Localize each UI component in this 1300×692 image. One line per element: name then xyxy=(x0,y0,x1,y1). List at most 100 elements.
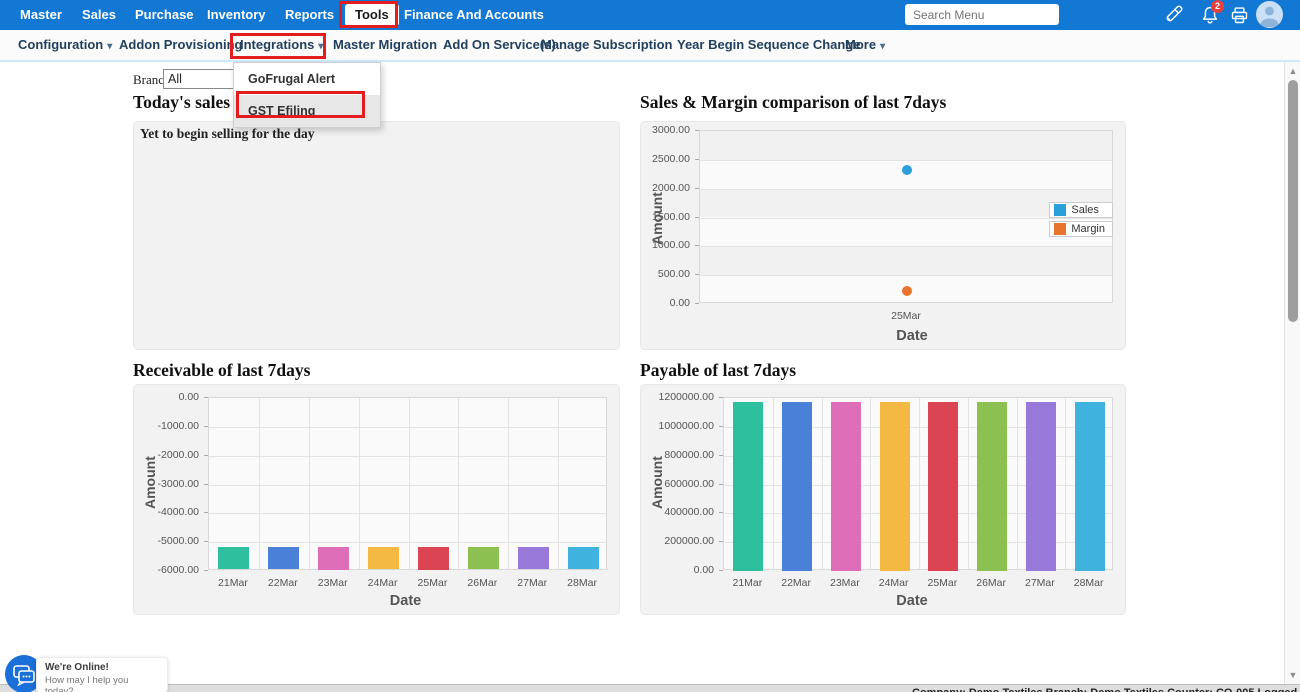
y-tick-mark xyxy=(204,426,208,427)
y-tick-mark xyxy=(719,570,723,571)
bar[interactable] xyxy=(1026,402,1056,571)
bar[interactable] xyxy=(568,547,599,569)
y-tick-mark xyxy=(695,159,699,160)
vertical-scrollbar[interactable]: ▲ ▼ xyxy=(1284,62,1300,684)
y-tick-label: 1200000.00 xyxy=(641,391,714,403)
chevron-down-icon: ▾ xyxy=(880,41,885,52)
y-tick-mark xyxy=(719,397,723,398)
x-tick-label: 23Mar xyxy=(318,577,348,589)
main-nav-bar: Master Sales Purchase Inventory Reports … xyxy=(0,0,1300,30)
x-tick-label: 26Mar xyxy=(976,577,1006,589)
todays-sales-empty-message: Yet to begin selling for the day xyxy=(140,126,315,142)
menu-item-gst-efiling[interactable]: GST Efiling xyxy=(234,95,380,127)
bar[interactable] xyxy=(418,547,449,570)
gridline xyxy=(209,485,606,486)
legend-swatch xyxy=(1054,223,1066,235)
theme-brush-icon[interactable] xyxy=(1162,4,1184,26)
bar[interactable] xyxy=(268,547,299,569)
app-root: Master Sales Purchase Inventory Reports … xyxy=(0,0,1300,692)
bar[interactable] xyxy=(468,547,499,569)
y-tick-mark xyxy=(204,397,208,398)
x-tick-label: 25Mar xyxy=(418,577,448,589)
user-avatar[interactable] xyxy=(1256,1,1283,28)
scrollbar-thumb[interactable] xyxy=(1288,80,1298,322)
subnav-item-add-on-services[interactable]: Add On Service(s) xyxy=(443,30,556,60)
legend-swatch xyxy=(1054,204,1066,216)
subnav-item-addon-provisioning[interactable]: Addon Provisioning xyxy=(119,30,243,60)
nav-item-sales[interactable]: Sales xyxy=(82,0,116,30)
scroll-up-arrow-icon[interactable]: ▲ xyxy=(1285,66,1300,76)
bar[interactable] xyxy=(977,402,1007,571)
chat-tooltip[interactable]: We're Online! How may I help you today? xyxy=(36,657,168,692)
gridline xyxy=(209,456,606,457)
x-axis-label: Date xyxy=(711,328,1113,344)
bar[interactable] xyxy=(318,547,349,570)
x-tick-label: 22Mar xyxy=(268,577,298,589)
subnav-item-configuration[interactable]: Configuration▾ xyxy=(18,30,112,60)
y-tick-label: -4000.00 xyxy=(134,506,199,518)
x-tick-label: 24Mar xyxy=(879,577,909,589)
x-tick-label: 22Mar xyxy=(781,577,811,589)
nav-item-tools[interactable]: Tools xyxy=(345,4,399,26)
y-tick-label: 2500.00 xyxy=(641,153,690,165)
subnav-item-more[interactable]: More▾ xyxy=(845,30,885,60)
legend-item[interactable]: Margin xyxy=(1049,221,1113,237)
y-tick-mark xyxy=(204,455,208,456)
y-tick-mark xyxy=(204,512,208,513)
x-tick-label: 21Mar xyxy=(732,577,762,589)
bar[interactable] xyxy=(733,402,763,571)
nav-item-purchase[interactable]: Purchase xyxy=(135,0,194,30)
x-tick-label: 28Mar xyxy=(1074,577,1104,589)
bar[interactable] xyxy=(880,402,910,571)
y-tick-label: 600000.00 xyxy=(641,478,714,490)
scatter-point[interactable] xyxy=(902,286,912,296)
y-tick-label: 3000.00 xyxy=(641,124,690,136)
gridline xyxy=(458,398,459,569)
subnav-item-integrations[interactable]: Integrations▾ xyxy=(240,30,323,60)
gridline xyxy=(1017,398,1018,569)
gridline xyxy=(558,398,559,569)
bar[interactable] xyxy=(831,402,861,571)
status-bar: Company: Demo Textiles Branch: Demo Text… xyxy=(0,684,1300,692)
nav-item-finance-and-accounts[interactable]: Finance And Accounts xyxy=(404,0,544,30)
menu-item-gofrugal-alert[interactable]: GoFrugal Alert xyxy=(234,63,380,95)
nav-item-inventory[interactable]: Inventory xyxy=(207,0,266,30)
bar[interactable] xyxy=(928,402,958,571)
y-tick-mark xyxy=(719,455,723,456)
receivable-chart: Amount Date 0.00-1000.00-2000.00-3000.00… xyxy=(133,384,620,615)
bar[interactable] xyxy=(782,402,812,571)
legend-label: Sales xyxy=(1071,204,1099,216)
gridline xyxy=(209,542,606,543)
y-tick-label: -1000.00 xyxy=(134,420,199,432)
subnav-item-master-migration[interactable]: Master Migration xyxy=(333,30,437,60)
payable-chart-title: Payable of last 7days xyxy=(640,360,796,381)
receivable-chart-title: Receivable of last 7days xyxy=(133,360,310,381)
subnav-item-year-begin-sequence-change[interactable]: Year Begin Sequence Change xyxy=(677,30,861,60)
y-tick-mark xyxy=(695,245,699,246)
y-tick-label: 800000.00 xyxy=(641,449,714,461)
x-tick-label: 26Mar xyxy=(467,577,497,589)
payable-chart: Amount Date 1200000.001000000.00800000.0… xyxy=(640,384,1126,615)
y-tick-label: 0.00 xyxy=(641,564,714,576)
y-tick-mark xyxy=(204,541,208,542)
subnav-item-manage-subscription[interactable]: Manage Subscription xyxy=(541,30,672,60)
gridline xyxy=(700,275,1112,276)
y-tick-mark xyxy=(695,188,699,189)
y-tick-mark xyxy=(695,274,699,275)
x-tick-label: 23Mar xyxy=(830,577,860,589)
x-tick-label: 24Mar xyxy=(368,577,398,589)
bar[interactable] xyxy=(518,547,549,569)
chevron-down-icon: ▾ xyxy=(318,41,323,52)
bar[interactable] xyxy=(218,547,249,569)
scatter-point[interactable] xyxy=(902,165,912,175)
y-tick-mark xyxy=(695,303,699,304)
bar[interactable] xyxy=(1075,402,1105,571)
nav-item-reports[interactable]: Reports xyxy=(285,0,334,30)
scroll-down-arrow-icon[interactable]: ▼ xyxy=(1285,670,1300,680)
print-icon[interactable] xyxy=(1229,5,1251,27)
search-input[interactable] xyxy=(905,4,1059,25)
legend-item[interactable]: Sales xyxy=(1049,202,1113,218)
bar[interactable] xyxy=(368,547,399,569)
nav-item-master[interactable]: Master xyxy=(20,0,62,30)
x-tick-label: 21Mar xyxy=(218,577,248,589)
